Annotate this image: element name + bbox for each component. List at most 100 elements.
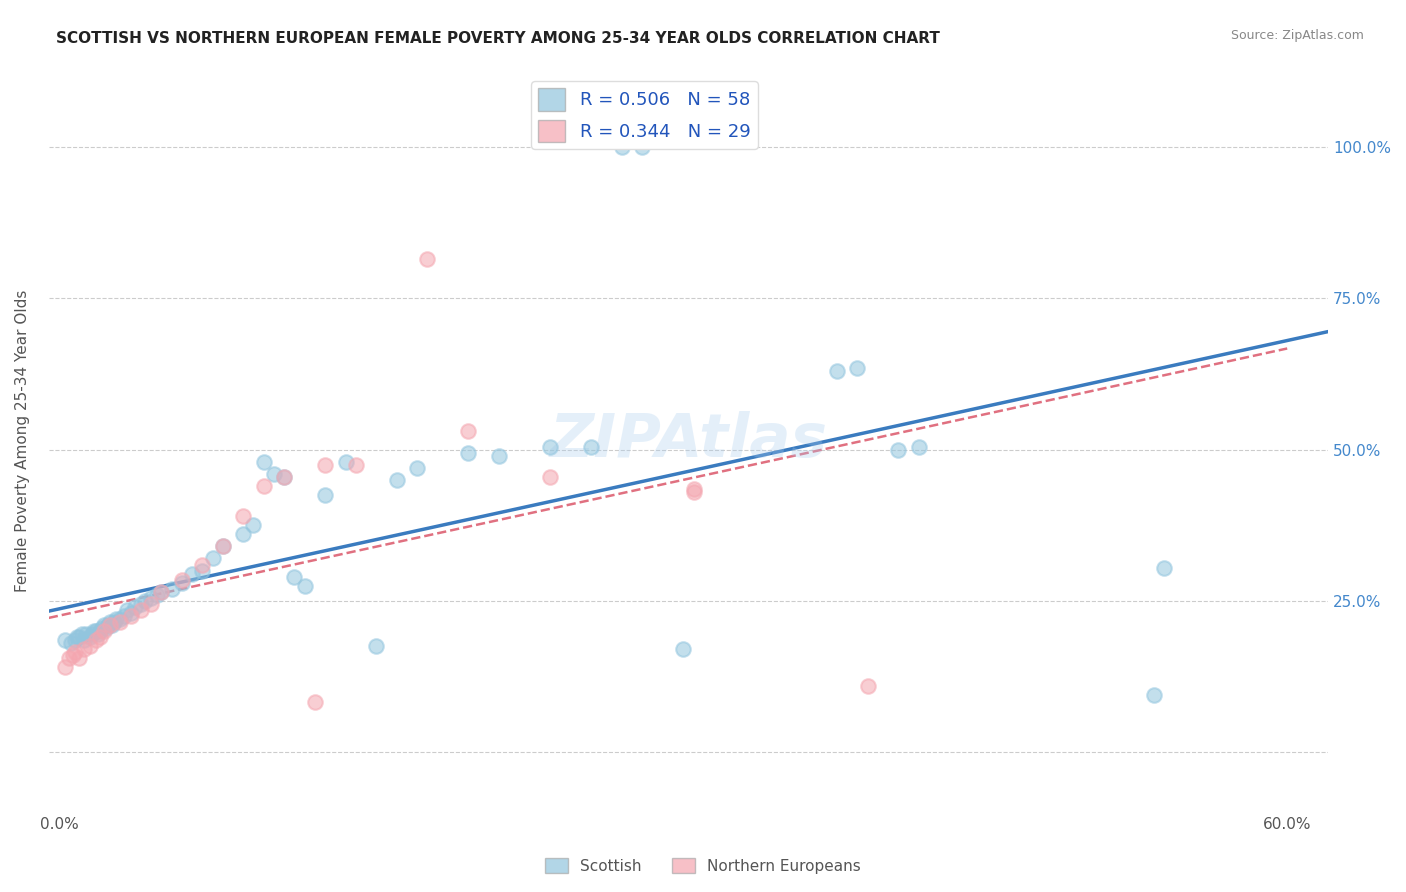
Point xyxy=(579,440,602,454)
Point xyxy=(170,575,193,590)
Point xyxy=(304,695,326,709)
Point xyxy=(366,639,388,653)
Point xyxy=(69,630,91,644)
Point xyxy=(53,660,76,674)
Point xyxy=(457,425,479,439)
Point xyxy=(120,609,142,624)
Point xyxy=(105,612,128,626)
Point xyxy=(114,609,136,624)
Point xyxy=(150,584,173,599)
Point xyxy=(101,618,124,632)
Point xyxy=(89,624,111,638)
Point xyxy=(170,573,193,587)
Point xyxy=(146,588,169,602)
Point xyxy=(129,603,152,617)
Point xyxy=(110,615,132,629)
Point xyxy=(120,606,142,620)
Point xyxy=(416,252,439,266)
Point xyxy=(94,621,117,635)
Text: SCOTTISH VS NORTHERN EUROPEAN FEMALE POVERTY AMONG 25-34 YEAR OLDS CORRELATION C: SCOTTISH VS NORTHERN EUROPEAN FEMALE POV… xyxy=(56,31,941,46)
Point xyxy=(191,564,214,578)
Point xyxy=(115,603,138,617)
Point xyxy=(91,621,114,635)
Point xyxy=(907,440,929,454)
Point xyxy=(263,467,285,481)
Point xyxy=(211,540,233,554)
Point xyxy=(160,582,183,596)
Text: Source: ZipAtlas.com: Source: ZipAtlas.com xyxy=(1230,29,1364,42)
Point xyxy=(887,442,910,457)
Point xyxy=(488,449,510,463)
Point xyxy=(344,458,367,472)
Point xyxy=(62,648,84,663)
Point xyxy=(335,455,357,469)
Legend: Scottish, Northern Europeans: Scottish, Northern Europeans xyxy=(538,852,868,880)
Point xyxy=(139,597,162,611)
Point xyxy=(538,470,561,484)
Point xyxy=(181,566,204,581)
Point xyxy=(70,627,93,641)
Point xyxy=(672,642,695,657)
Point xyxy=(211,540,233,554)
Point xyxy=(65,633,87,648)
Point xyxy=(273,470,295,484)
Point xyxy=(385,473,408,487)
Point xyxy=(129,597,152,611)
Point xyxy=(201,551,224,566)
Point xyxy=(1143,688,1166,702)
Point xyxy=(93,624,115,638)
Point xyxy=(110,612,132,626)
Point xyxy=(124,599,146,614)
Point xyxy=(242,518,264,533)
Point xyxy=(253,479,276,493)
Point xyxy=(232,509,254,524)
Point xyxy=(846,360,869,375)
Point xyxy=(66,630,89,644)
Point xyxy=(682,482,704,496)
Point xyxy=(538,440,561,454)
Point xyxy=(103,615,125,629)
Point xyxy=(232,527,254,541)
Point xyxy=(253,455,276,469)
Point xyxy=(610,140,633,154)
Point xyxy=(631,140,654,154)
Point xyxy=(97,618,120,632)
Point xyxy=(89,630,111,644)
Point xyxy=(314,488,336,502)
Point xyxy=(406,460,429,475)
Point xyxy=(53,633,76,648)
Point xyxy=(314,458,336,472)
Point xyxy=(72,642,94,657)
Point xyxy=(69,651,91,665)
Point xyxy=(72,633,94,648)
Point xyxy=(98,615,121,629)
Point xyxy=(856,679,879,693)
Point xyxy=(294,579,316,593)
Point xyxy=(79,639,101,653)
Point xyxy=(682,485,704,500)
Point xyxy=(87,627,110,641)
Point xyxy=(1153,560,1175,574)
Text: ZIPAtlas: ZIPAtlas xyxy=(550,411,828,470)
Point xyxy=(75,627,97,641)
Point xyxy=(65,645,87,659)
Point xyxy=(83,624,105,638)
Point xyxy=(79,630,101,644)
Point xyxy=(150,584,173,599)
Point xyxy=(139,591,162,605)
Point xyxy=(84,624,107,638)
Point xyxy=(825,364,848,378)
Point xyxy=(93,618,115,632)
Point xyxy=(457,445,479,459)
Point xyxy=(58,651,80,665)
Legend: R = 0.506   N = 58, R = 0.344   N = 29: R = 0.506 N = 58, R = 0.344 N = 29 xyxy=(531,81,758,149)
Point xyxy=(98,618,121,632)
Point xyxy=(134,594,156,608)
Y-axis label: Female Poverty Among 25-34 Year Olds: Female Poverty Among 25-34 Year Olds xyxy=(15,289,30,591)
Point xyxy=(191,558,214,572)
Point xyxy=(60,636,83,650)
Point xyxy=(283,569,305,583)
Point xyxy=(84,633,107,648)
Point xyxy=(273,470,295,484)
Point xyxy=(80,627,103,641)
